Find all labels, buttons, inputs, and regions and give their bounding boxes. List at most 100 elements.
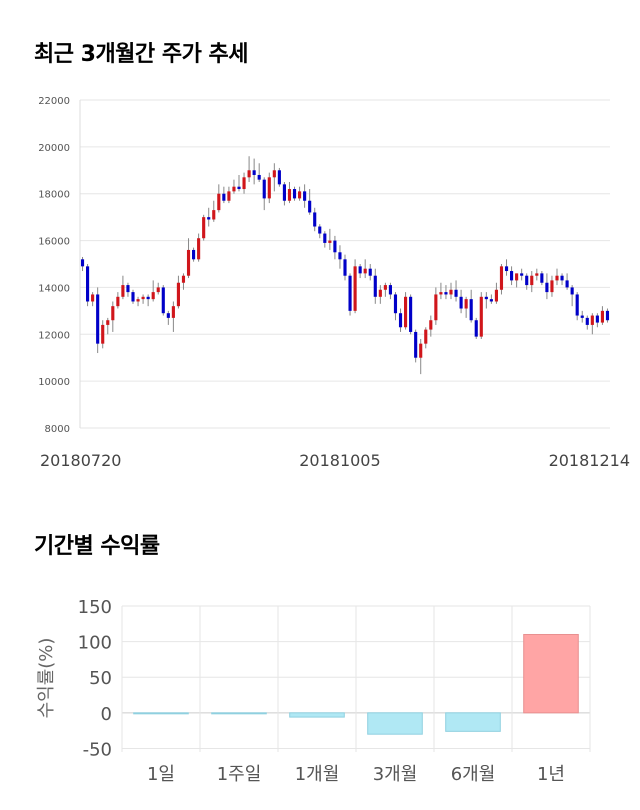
- candle-body: [156, 287, 160, 293]
- y-tick-label: 8000: [45, 424, 70, 435]
- candle-body: [393, 294, 398, 314]
- candle-body: [222, 193, 226, 201]
- candle-body: [575, 294, 579, 316]
- candlestick-chart: 800010000120001400016000180002000022000 …: [38, 96, 630, 470]
- return-bar: [211, 712, 267, 715]
- candle-body: [378, 289, 382, 297]
- candle-body: [287, 189, 292, 201]
- candle-body: [449, 289, 453, 295]
- candle-body: [277, 170, 281, 185]
- x-tick-label: 6개월: [451, 764, 496, 785]
- bar-series: [133, 633, 579, 735]
- return-bar: [445, 712, 501, 732]
- bar-y-axis-label: 수익률(%): [36, 638, 57, 719]
- candle-body: [141, 296, 145, 300]
- candle-body: [464, 299, 468, 309]
- candle-body: [257, 174, 261, 180]
- candle-body: [146, 296, 150, 300]
- candle-body: [116, 296, 120, 307]
- candle-body: [237, 186, 241, 190]
- candle-body: [328, 240, 332, 243]
- return-bar: [367, 712, 423, 735]
- candle-body: [510, 271, 514, 281]
- candle-body: [439, 292, 443, 295]
- candle-body: [404, 296, 408, 328]
- return-bar: [289, 712, 345, 718]
- candle-body: [267, 177, 271, 199]
- candle-body: [444, 292, 448, 295]
- candle-body: [515, 273, 519, 281]
- candle-body: [212, 210, 216, 220]
- candle-body: [520, 273, 524, 276]
- candle-body: [80, 259, 85, 267]
- candle-body: [398, 313, 403, 328]
- candle-body: [565, 280, 569, 288]
- candle-body: [272, 170, 276, 178]
- x-tick-label: 1개월: [295, 764, 340, 785]
- candle-body: [530, 275, 534, 286]
- candle-body: [489, 299, 493, 302]
- candle-body: [580, 315, 584, 318]
- candle-y-axis: 8000 10000 12000 14000 16000 18000 20000 22000: [38, 96, 70, 435]
- candle-body: [262, 179, 266, 199]
- candle-body: [292, 189, 297, 199]
- candle-body: [424, 329, 428, 344]
- candle-body: [86, 266, 90, 302]
- candle-body: [303, 191, 307, 201]
- candle-body: [136, 299, 140, 302]
- y-tick-label: 16000: [38, 237, 70, 248]
- candle-body: [197, 238, 201, 260]
- candle-body: [151, 292, 155, 300]
- candle-body: [106, 320, 110, 325]
- candle-body: [252, 170, 256, 175]
- candle-body: [555, 275, 559, 281]
- candle-body: [595, 315, 599, 323]
- candle-body: [474, 320, 478, 337]
- candle-body: [308, 200, 312, 213]
- candle-body: [166, 313, 170, 318]
- candle-body: [388, 285, 392, 295]
- candle-body: [207, 217, 211, 220]
- candle-body: [323, 233, 327, 243]
- candle-body: [353, 266, 357, 311]
- y-tick-label: 50: [89, 668, 112, 689]
- x-tick-label: 20180720: [40, 451, 121, 470]
- candle-body: [202, 217, 206, 239]
- candle-body: [419, 343, 423, 358]
- candle-body: [434, 294, 438, 321]
- candle-body: [363, 268, 367, 274]
- candle-body: [96, 294, 100, 344]
- candle-body: [176, 282, 180, 307]
- candle-body: [414, 331, 418, 358]
- candle-body: [535, 273, 539, 276]
- candle-body: [570, 287, 574, 295]
- price-trend-title: 최근 3개월간 주가 추세: [34, 42, 248, 67]
- y-tick-label: 12000: [38, 330, 70, 341]
- candle-body: [192, 249, 196, 260]
- candle-x-axis: 20180720 20181005 20181214: [40, 451, 630, 470]
- candle-body: [298, 191, 302, 199]
- y-tick-label: 22000: [38, 96, 70, 107]
- candle-body: [318, 226, 322, 234]
- candle-body: [540, 273, 544, 283]
- candle-body: [247, 170, 251, 178]
- candle-body: [348, 275, 352, 311]
- candle-body: [121, 285, 125, 297]
- x-tick-label: 20181214: [549, 451, 630, 470]
- candle-body: [313, 212, 317, 227]
- candle-body: [111, 306, 115, 321]
- x-tick-label: 1주일: [217, 764, 262, 785]
- candle-body: [126, 285, 130, 293]
- candle-body: [409, 296, 413, 332]
- bar-y-axis: 150 100 50 0 -50: [78, 597, 112, 760]
- candle-body: [101, 324, 105, 344]
- candle-body: [232, 186, 236, 192]
- candle-body: [499, 266, 504, 290]
- candle-body: [525, 275, 529, 286]
- return-bar: [133, 712, 189, 715]
- bar-grid: [121, 605, 591, 752]
- y-tick-label: 10000: [38, 377, 70, 388]
- candle-body: [469, 299, 473, 321]
- candle-body: [186, 249, 191, 276]
